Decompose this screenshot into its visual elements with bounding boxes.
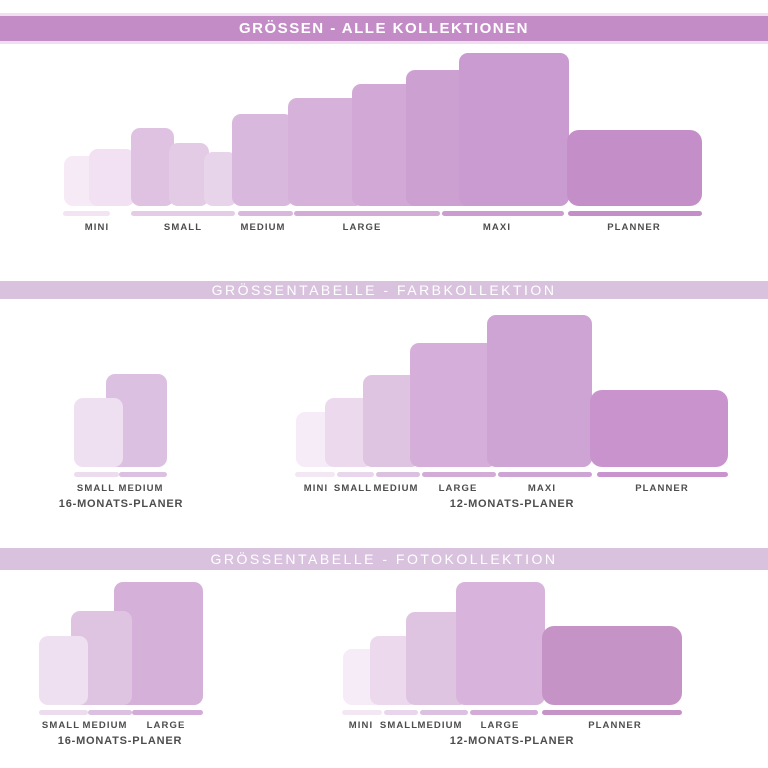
- size-underline-large: [294, 211, 440, 216]
- size-bar-large-12: [410, 343, 497, 467]
- size-underline-large-16-foto: [132, 710, 203, 715]
- size-underline-large-12-foto: [470, 710, 538, 715]
- size-label-large-12-foto: LARGE: [480, 720, 520, 731]
- size-bar-maxi-2: [459, 53, 569, 206]
- group-caption-fotokollektion-2: 12-MONATS-PLANER: [449, 735, 575, 747]
- size-bar-planner: [567, 130, 702, 206]
- size-label-large-16-foto: LARGE: [146, 720, 186, 731]
- section1-header-band: GRÖSSEN - ALLE KOLLEKTIONEN: [0, 16, 768, 41]
- section2-header-title: GRÖSSENTABELLE - FARBKOLLEKTION: [211, 282, 557, 298]
- size-underline-small: [131, 211, 235, 216]
- size-underline-small-12-foto: [384, 710, 418, 715]
- group-caption-fotokollektion-1: 16-MONATS-PLANER: [57, 735, 183, 747]
- size-label-mini-12: MINI: [303, 483, 329, 494]
- size-underline-planner-12-foto: [542, 710, 682, 715]
- size-label-large-12: LARGE: [438, 483, 478, 494]
- size-label-small-12-foto: SMALL: [379, 720, 419, 731]
- section2-header-band: GRÖSSENTABELLE - FARBKOLLEKTION: [0, 281, 768, 299]
- size-bar-small-1: [131, 128, 174, 206]
- size-label-mini-12-foto: MINI: [348, 720, 374, 731]
- size-underline-medium-12: [376, 472, 420, 477]
- size-label-planner-12-foto: PLANNER: [588, 720, 642, 731]
- size-label-maxi-12: MAXI: [527, 483, 557, 494]
- size-underline-mini: [63, 211, 110, 216]
- size-bar-small-16: [74, 398, 123, 467]
- group-caption-farbkollektion-2: 12-MONATS-PLANER: [449, 498, 575, 510]
- size-bar-planner-12: [590, 390, 728, 467]
- size-underline-small-16-foto: [39, 710, 88, 715]
- size-label-maxi: MAXI: [482, 222, 512, 233]
- size-label-medium-12-foto: MEDIUM: [417, 720, 463, 731]
- size-label-small-16: SMALL: [76, 483, 116, 494]
- group-caption-farbkollektion-1: 16-MONATS-PLANER: [58, 498, 184, 510]
- size-bar-large-1: [288, 98, 364, 206]
- size-bar-maxi-12: [487, 315, 592, 467]
- size-underline-small-16: [74, 472, 119, 477]
- size-label-medium-16: MEDIUM: [118, 483, 164, 494]
- size-bar-small-3: [204, 152, 237, 206]
- section3-header-band: GRÖSSENTABELLE - FOTOKOLLEKTION: [0, 548, 768, 570]
- size-underline-maxi-12: [498, 472, 592, 477]
- size-label-planner: PLANNER: [607, 222, 661, 233]
- size-underline-mini-12-foto: [342, 710, 382, 715]
- size-underline-medium-16: [119, 472, 167, 477]
- size-label-medium: MEDIUM: [240, 222, 286, 233]
- size-underline-planner-12: [597, 472, 728, 477]
- section3-header-title: GRÖSSENTABELLE - FOTOKOLLEKTION: [210, 551, 558, 567]
- size-label-mini: MINI: [84, 222, 110, 233]
- size-label-medium-12: MEDIUM: [373, 483, 419, 494]
- size-label-small: SMALL: [163, 222, 203, 233]
- size-underline-planner: [568, 211, 702, 216]
- size-label-large: LARGE: [342, 222, 382, 233]
- size-bar-medium: [232, 114, 293, 206]
- size-underline-medium-16-foto: [88, 710, 132, 715]
- size-underline-maxi: [442, 211, 564, 216]
- size-underline-large-12: [422, 472, 496, 477]
- size-underline-medium-12-foto: [420, 710, 468, 715]
- size-label-small-12: SMALL: [333, 483, 373, 494]
- size-label-small-16-foto: SMALL: [41, 720, 81, 731]
- size-underline-medium: [238, 211, 293, 216]
- section1-header-title: GRÖSSEN - ALLE KOLLEKTIONEN: [239, 20, 529, 37]
- size-underline-small-12: [337, 472, 374, 477]
- size-bar-small-16-foto: [39, 636, 88, 705]
- size-bar-small-2: [169, 143, 209, 206]
- size-bar-large-12-foto: [456, 582, 545, 705]
- size-bar-planner-12-foto: [542, 626, 682, 705]
- size-underline-mini-12: [295, 472, 335, 477]
- size-label-planner-12: PLANNER: [635, 483, 689, 494]
- size-bar-mini-2: [89, 149, 135, 206]
- size-label-medium-16-foto: MEDIUM: [82, 720, 128, 731]
